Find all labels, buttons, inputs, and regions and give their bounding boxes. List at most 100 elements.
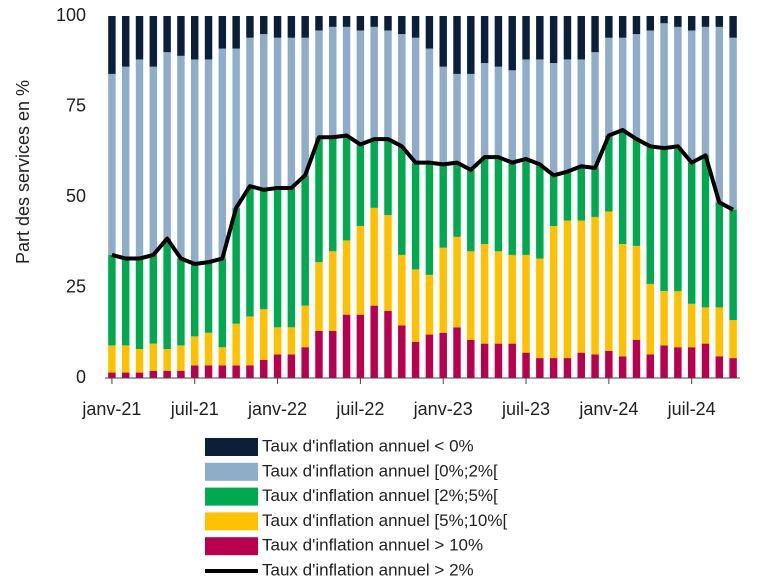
bar-segment bbox=[701, 307, 710, 344]
bar-segment bbox=[536, 358, 544, 378]
bar-segment bbox=[342, 26, 351, 136]
bar-segment bbox=[218, 258, 227, 348]
bar-segment bbox=[425, 162, 434, 275]
bar-segment bbox=[660, 345, 668, 378]
bar-segment bbox=[591, 354, 599, 378]
bar-segment bbox=[329, 137, 337, 252]
bar-segment bbox=[480, 63, 489, 158]
y-tick-label: 25 bbox=[66, 276, 86, 296]
bar-segment bbox=[218, 16, 227, 49]
bar-segment bbox=[260, 189, 268, 310]
bar-segment bbox=[177, 16, 185, 56]
bar-segment bbox=[246, 16, 254, 38]
bar-segment bbox=[674, 291, 682, 348]
bar-segment bbox=[177, 258, 185, 346]
bar-segment bbox=[246, 316, 254, 366]
y-axis-label: Part des services en % bbox=[13, 80, 33, 264]
bar-segment bbox=[549, 16, 558, 64]
bar-segment bbox=[108, 254, 116, 346]
bar-segment bbox=[356, 144, 365, 226]
bar-segment bbox=[232, 323, 240, 366]
bar-segment bbox=[467, 251, 475, 340]
bar-segment bbox=[260, 34, 268, 190]
bar-segment bbox=[674, 347, 682, 378]
bar-segment bbox=[149, 370, 158, 378]
bar-segment bbox=[315, 330, 323, 378]
bar-segment bbox=[563, 220, 572, 359]
bar-segment bbox=[632, 139, 641, 246]
bar-segment bbox=[135, 258, 144, 350]
bar-segment bbox=[632, 16, 641, 35]
bar-segment bbox=[439, 66, 447, 165]
bar-segment bbox=[480, 343, 489, 378]
bar-segment bbox=[591, 16, 599, 53]
bar-segment bbox=[701, 16, 710, 27]
bar-segment bbox=[729, 37, 737, 210]
bar-segment bbox=[370, 207, 378, 306]
bar-segment bbox=[715, 307, 724, 357]
bar-segment bbox=[301, 175, 309, 306]
bar-segment bbox=[729, 209, 737, 321]
bar-segment bbox=[273, 187, 282, 328]
bar-segment bbox=[508, 254, 516, 344]
bar-segment bbox=[425, 48, 434, 163]
bar-segment bbox=[660, 148, 668, 292]
bar-segment bbox=[577, 16, 585, 60]
bar-segment bbox=[563, 16, 572, 60]
bar-segment bbox=[660, 16, 668, 24]
bar-segment bbox=[453, 327, 461, 378]
x-tick-label: juil-23 bbox=[501, 399, 550, 419]
bar-segment bbox=[260, 359, 268, 378]
bar-segment bbox=[494, 66, 503, 158]
bar-segment bbox=[301, 37, 309, 176]
legend-swatch bbox=[205, 487, 258, 506]
bar-segment bbox=[715, 26, 724, 203]
bar-segment bbox=[439, 16, 447, 67]
bar-segment bbox=[163, 238, 171, 350]
bar-segment bbox=[632, 245, 641, 340]
bar-segment bbox=[342, 135, 351, 241]
bar-segment bbox=[549, 175, 558, 226]
bar-segment bbox=[370, 16, 378, 27]
bar-segment bbox=[342, 314, 351, 378]
bar-segment bbox=[674, 146, 682, 292]
bar-segment bbox=[260, 309, 268, 360]
bar-segment bbox=[246, 365, 254, 378]
bar-segment bbox=[135, 59, 144, 259]
bar-segment bbox=[315, 262, 323, 331]
y-tick-label: 0 bbox=[76, 367, 86, 387]
bar-segment bbox=[687, 162, 696, 304]
bar-segment bbox=[301, 305, 309, 348]
x-tick-label: janv-23 bbox=[413, 399, 473, 419]
bar-segment bbox=[370, 139, 378, 208]
bar-segment bbox=[135, 349, 144, 373]
bar-segment bbox=[522, 16, 530, 60]
bar-segment bbox=[398, 254, 406, 326]
bar-segment bbox=[370, 305, 378, 378]
x-tick-label: juil-24 bbox=[667, 399, 716, 419]
bar-segment bbox=[467, 16, 475, 74]
bar-segment bbox=[453, 236, 461, 328]
bar-segment bbox=[494, 16, 503, 67]
bar-segment bbox=[177, 370, 185, 378]
bar-segment bbox=[398, 146, 406, 255]
bar-segment bbox=[121, 66, 130, 259]
bar-segment bbox=[577, 166, 585, 221]
bar-segment bbox=[618, 356, 627, 378]
bar-segment bbox=[646, 283, 654, 355]
bar-segment bbox=[177, 345, 185, 371]
bar-segment bbox=[135, 16, 144, 60]
bar-segment bbox=[425, 274, 434, 335]
bar-segment bbox=[646, 354, 654, 378]
bar-segment bbox=[342, 16, 351, 27]
bar-segment bbox=[191, 336, 199, 366]
bar-segment bbox=[356, 225, 365, 315]
bar-segment bbox=[121, 345, 130, 373]
bar-segment bbox=[356, 30, 365, 145]
bar-segment bbox=[508, 16, 516, 71]
bar-segment bbox=[453, 73, 461, 163]
bar-segment bbox=[618, 37, 627, 131]
bar-segment bbox=[204, 59, 213, 263]
bar-segment bbox=[715, 202, 724, 308]
bar-segment bbox=[191, 16, 199, 60]
